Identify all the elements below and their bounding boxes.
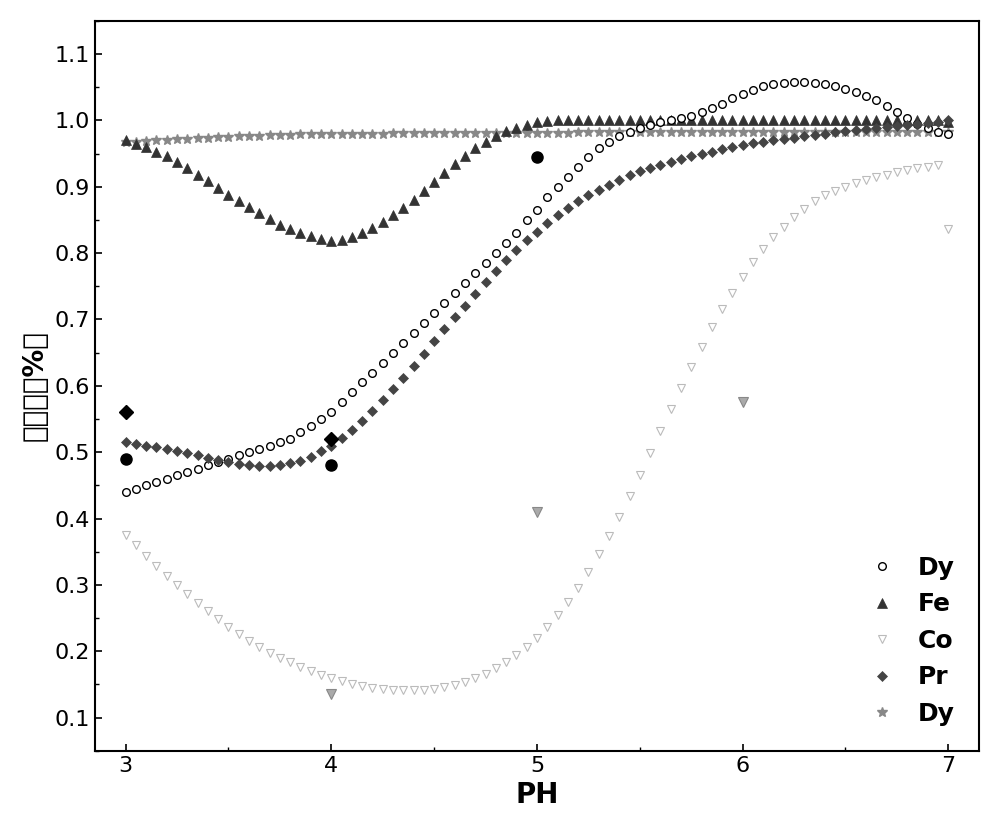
- Dy: [942, 129, 954, 139]
- Pr: [798, 131, 810, 141]
- Line: Dy: Dy: [120, 126, 954, 148]
- Line: Dy: Dy: [122, 78, 952, 496]
- Dy: [726, 94, 738, 104]
- Dy: [120, 487, 132, 497]
- Pr: [253, 461, 265, 471]
- Pr: [737, 140, 749, 150]
- Line: Pr: Pr: [122, 116, 952, 470]
- Dy: [798, 127, 810, 137]
- Co: [582, 567, 594, 577]
- Dy: [942, 127, 954, 137]
- Dy: [634, 127, 646, 137]
- Dy: [726, 127, 738, 137]
- Dy: [839, 127, 851, 137]
- Dy: [798, 77, 810, 87]
- Co: [932, 160, 944, 170]
- Fe: [120, 135, 132, 145]
- Dy: [572, 127, 584, 137]
- Fe: [942, 117, 954, 127]
- Dy: [870, 127, 882, 137]
- Line: Fe: Fe: [121, 116, 953, 246]
- Fe: [654, 115, 666, 125]
- Co: [798, 203, 810, 213]
- Line: Co: Co: [122, 162, 952, 694]
- Pr: [120, 437, 132, 447]
- Dy: [634, 123, 646, 133]
- Fe: [881, 115, 893, 125]
- Dy: [839, 84, 851, 94]
- Dy: [788, 127, 800, 137]
- Pr: [839, 126, 851, 136]
- Co: [942, 224, 954, 234]
- Co: [870, 173, 882, 183]
- Pr: [942, 115, 954, 125]
- Fe: [593, 115, 605, 125]
- Pr: [870, 123, 882, 133]
- Co: [737, 272, 749, 282]
- Fe: [552, 115, 564, 125]
- Fe: [809, 115, 821, 125]
- Fe: [850, 115, 862, 125]
- Dy: [120, 137, 132, 147]
- Y-axis label: 回收率（%）: 回收率（%）: [21, 330, 49, 442]
- Pr: [644, 164, 656, 173]
- Co: [839, 182, 851, 192]
- Dy: [788, 77, 800, 87]
- Co: [397, 686, 409, 696]
- Dy: [572, 162, 584, 172]
- Co: [644, 448, 656, 458]
- Pr: [582, 190, 594, 200]
- Legend: Dy, Fe, Co, Pr, Dy: Dy, Fe, Co, Pr, Dy: [855, 544, 967, 738]
- Fe: [325, 237, 337, 247]
- Fe: [747, 115, 759, 125]
- X-axis label: PH: PH: [515, 781, 559, 809]
- Co: [120, 530, 132, 540]
- Dy: [870, 95, 882, 105]
